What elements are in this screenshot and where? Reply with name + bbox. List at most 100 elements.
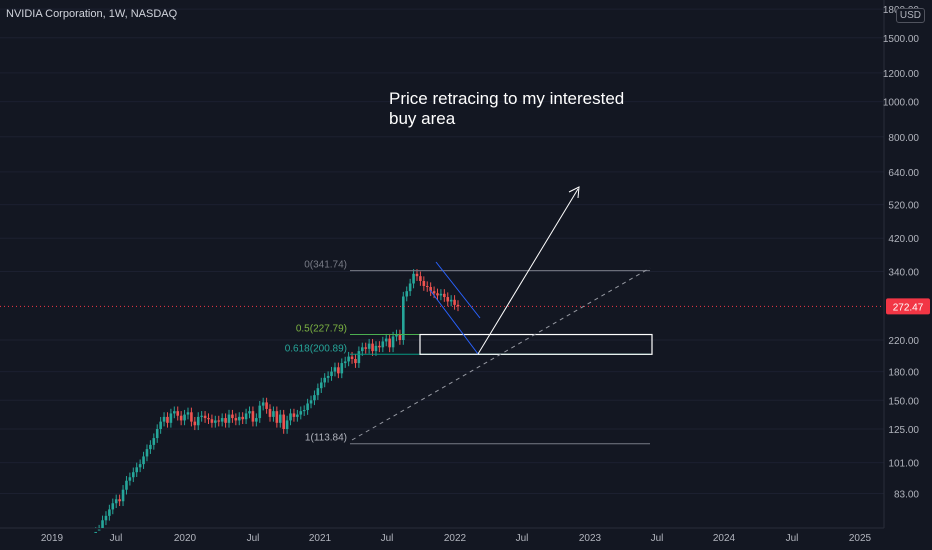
trend-line: [351, 267, 651, 441]
candle-body: [326, 376, 330, 378]
candle-body: [138, 464, 142, 468]
candle-body: [446, 297, 450, 302]
candle-body: [179, 415, 183, 421]
candle-body: [456, 304, 460, 307]
candle-body: [381, 341, 385, 348]
candle-body: [244, 413, 248, 420]
candle-body: [237, 416, 241, 421]
candle-body: [241, 416, 244, 420]
current-price-badge: [886, 298, 930, 315]
candle-body: [145, 449, 149, 457]
candle-body: [316, 388, 320, 396]
candle-body: [155, 429, 159, 439]
candle-body: [309, 400, 313, 404]
time-axis-label: 2019: [41, 533, 64, 544]
candle-body: [337, 367, 340, 374]
candle-body: [374, 345, 378, 352]
candle-body: [169, 413, 173, 423]
candle-body: [268, 408, 272, 417]
candle-body: [357, 351, 361, 364]
candle-body: [220, 418, 224, 422]
candle-body: [251, 411, 255, 422]
price-axis-label: 150.00: [888, 396, 919, 407]
currency-badge[interactable]: USD: [895, 8, 925, 23]
candle-body: [196, 416, 200, 426]
candle-body: [347, 356, 350, 362]
candle-body: [224, 418, 227, 423]
candle-body: [261, 402, 265, 406]
candle-body: [131, 472, 135, 478]
candle-body: [135, 467, 139, 473]
candle-body: [367, 343, 371, 349]
fib-level-label: 0.618(200.89): [285, 343, 347, 354]
annotation-text: Price retracing to my interested buy are…: [389, 89, 625, 128]
candle-body: [422, 281, 426, 287]
candle-body: [296, 414, 299, 417]
candle-body: [439, 293, 443, 296]
candle-body: [289, 413, 292, 421]
time-axis-label: Jul: [247, 533, 260, 544]
time-axis-label: Jul: [516, 533, 529, 544]
candle-body: [278, 414, 282, 423]
time-axis-label: 2025: [849, 533, 872, 544]
time-axis-label: Jul: [110, 533, 123, 544]
time-axis-label: 2024: [713, 533, 736, 544]
candle-body: [285, 420, 289, 429]
candle-body: [313, 395, 316, 401]
time-axis-label: Jul: [651, 533, 664, 544]
candle-body: [302, 410, 306, 412]
time-axis-label: Jul: [786, 533, 799, 544]
candle-body: [405, 291, 409, 297]
candle-body: [162, 416, 166, 422]
candle-body: [371, 343, 374, 352]
candle-body: [111, 503, 115, 510]
candle-body: [94, 531, 98, 533]
candle-body: [429, 287, 432, 292]
candle-body: [214, 420, 217, 423]
candle-body: [419, 276, 422, 282]
candle-body: [272, 411, 275, 417]
projection-arrow-line: [477, 188, 579, 355]
candle-body: [210, 419, 214, 423]
candle-body: [398, 334, 402, 340]
symbol-title: NVIDIA Corporation, 1W, NASDAQ: [6, 8, 178, 20]
candle-body: [217, 420, 221, 422]
candle-body: [176, 411, 180, 416]
price-axis-label: 340.00: [888, 267, 919, 278]
projection-arrow-head: [568, 186, 580, 199]
candle-body: [125, 480, 128, 490]
candle-body: [384, 338, 388, 342]
candle-body: [231, 414, 234, 419]
candle-body: [449, 299, 453, 302]
candle-body: [258, 405, 262, 419]
candle-body: [275, 411, 279, 423]
candle-body: [104, 515, 108, 521]
candle-body: [323, 377, 327, 383]
fib-level-label: 1(113.84): [305, 433, 347, 444]
candle-body: [343, 361, 347, 364]
candle-body: [306, 403, 309, 411]
candle-body: [265, 402, 268, 409]
candle-body: [340, 363, 344, 374]
candle-body: [354, 358, 357, 364]
price-axis-label: 101.00: [888, 459, 919, 470]
candle-body: [255, 418, 258, 422]
candle-body: [142, 456, 145, 465]
candle-body: [207, 418, 210, 420]
candle-body: [152, 438, 156, 445]
candle-body: [415, 273, 419, 277]
current-price-label: 272.47: [893, 302, 924, 313]
candle-body: [364, 347, 368, 349]
candle-body: [173, 411, 176, 414]
price-axis-label: 180.00: [888, 368, 919, 379]
candle-body: [183, 414, 186, 421]
price-axis-label: 125.00: [888, 425, 919, 436]
candle-body: [443, 293, 446, 298]
candle-body: [128, 477, 132, 481]
candle-body: [193, 421, 197, 426]
candle-body: [166, 416, 169, 423]
candle-body: [114, 499, 118, 504]
candle-body: [186, 412, 190, 415]
candle-body: [108, 509, 111, 516]
